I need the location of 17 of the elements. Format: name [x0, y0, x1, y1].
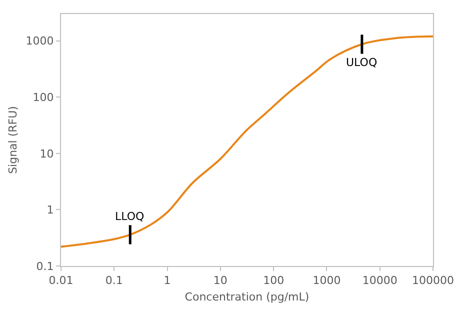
- x-tick-label: 10: [213, 274, 228, 288]
- x-tick-label: 1: [164, 274, 171, 288]
- x-tick-label: 10000: [362, 274, 398, 288]
- x-axis-title: Concentration (pg/mL): [184, 290, 310, 304]
- annotation: ULOQ: [346, 56, 378, 69]
- y-tick-label: 1: [46, 204, 54, 217]
- x-tick-label: 0.01: [48, 274, 74, 288]
- y-axis-title: Signal (RFU): [6, 106, 20, 174]
- y-tick-label: 10: [40, 147, 54, 160]
- x-tick-label: 1000: [312, 274, 341, 288]
- y-tick-label: 100: [32, 90, 54, 104]
- x-tick-label: 100: [263, 274, 284, 288]
- y-tick-label: 0.1: [36, 260, 54, 273]
- y-tick-label: 1000: [26, 34, 54, 48]
- x-tick-label: 100000: [412, 274, 454, 288]
- annotation: LLOQ: [115, 210, 145, 223]
- x-tick-label: 0.1: [105, 274, 123, 288]
